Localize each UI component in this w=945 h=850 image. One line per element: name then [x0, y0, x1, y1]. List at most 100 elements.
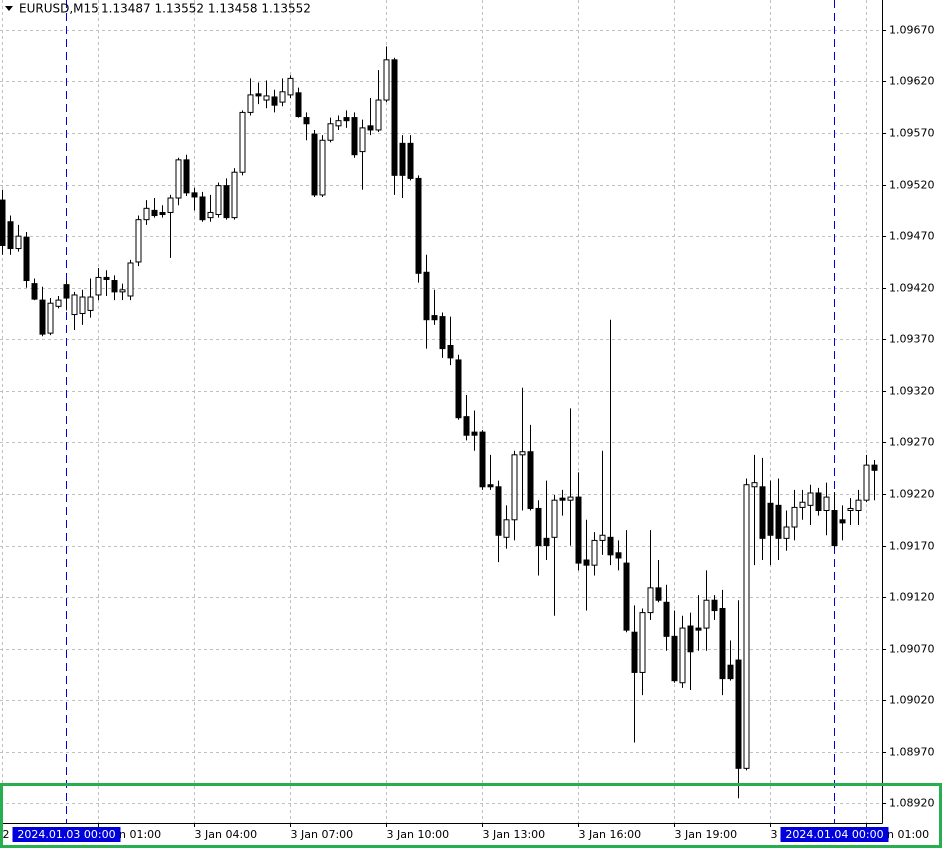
candle-body: [663, 601, 670, 637]
candle-body: [199, 196, 206, 221]
candle-body: [255, 93, 262, 97]
candle-body: [343, 117, 350, 122]
candle-body: [63, 284, 70, 299]
candle-body: [567, 496, 574, 501]
candle-body: [719, 607, 726, 680]
candle-body: [135, 219, 142, 263]
candle-body: [607, 536, 614, 556]
y-tick-label: 1.09570: [889, 127, 935, 140]
candle-body: [703, 599, 710, 629]
candle-body: [743, 484, 750, 769]
candle-body: [839, 519, 846, 524]
candle-body: [495, 486, 502, 536]
candle-body: [863, 464, 870, 501]
candle-body: [583, 559, 590, 566]
candle-body: [671, 635, 678, 682]
candle-body: [47, 302, 54, 334]
candle-body: [735, 659, 742, 769]
candle-body: [295, 92, 302, 118]
candle-body: [847, 507, 854, 512]
candle-body: [615, 552, 622, 559]
candle-body: [471, 431, 478, 436]
candle-body: [639, 612, 646, 673]
candle-body: [655, 587, 662, 601]
candle-body: [647, 587, 654, 614]
candle-body: [103, 276, 110, 280]
candle-body: [751, 482, 758, 488]
ohlc-header: 1.13487 1.13552 1.13458 1.13552: [101, 2, 311, 16]
candle-body: [711, 599, 718, 612]
candle-body: [431, 315, 438, 321]
candle-body: [247, 94, 254, 113]
candle-body: [503, 519, 510, 538]
candle-body: [351, 117, 358, 156]
candle-body: [551, 499, 558, 538]
symbol-menu-arrow[interactable]: [5, 6, 13, 11]
candle-body: [167, 197, 174, 213]
candle-body: [279, 91, 286, 103]
candle-body: [71, 294, 78, 316]
candle-body: [695, 627, 702, 631]
candle-body: [855, 499, 862, 512]
candle-body: [511, 454, 518, 521]
candle-body: [479, 431, 486, 488]
candle-body: [271, 96, 278, 106]
y-tick-label: 1.09670: [889, 24, 935, 37]
candle-body: [39, 299, 46, 335]
candle-body: [327, 123, 334, 141]
candle-body: [759, 486, 766, 539]
candle-body: [151, 209, 158, 217]
candle-body: [359, 127, 366, 153]
candle-body: [591, 539, 598, 566]
candle-body: [191, 192, 198, 198]
candle-body: [207, 211, 214, 219]
y-tick-label: 1.09520: [889, 179, 935, 192]
candle-body: [727, 664, 734, 680]
candle-body: [631, 631, 638, 673]
candle-body: [543, 537, 550, 547]
y-tick-label: 1.09020: [889, 694, 935, 707]
y-tick-label: 1.09170: [889, 540, 935, 553]
candle-body: [399, 142, 406, 176]
candle-body: [31, 283, 38, 300]
candle-body: [55, 299, 62, 307]
candle-body: [623, 562, 630, 631]
candle-body: [15, 235, 22, 250]
candle-body: [463, 416, 470, 436]
candle-body: [175, 159, 182, 199]
time-label: 2024.01.03 00:00: [17, 828, 115, 841]
candle-body: [287, 77, 294, 96]
candle-body: [215, 185, 222, 216]
candle-body: [87, 296, 94, 311]
candle-body: [447, 344, 454, 359]
time-label-box: [12, 827, 121, 842]
candle-body: [303, 117, 310, 125]
time-label: 2024.01.04 00:00: [785, 828, 883, 841]
candle-body: [783, 526, 790, 539]
candle-body: [111, 280, 118, 293]
x-tick-label: 3 Jan 07:00: [291, 828, 354, 841]
y-tick-label: 1.09370: [889, 333, 935, 346]
x-tick-label: 3 Jan 13:00: [483, 828, 546, 841]
candle-body: [143, 207, 150, 221]
candle-body: [239, 111, 246, 173]
candle-body: [263, 95, 270, 101]
candle-body: [487, 484, 494, 488]
y-tick-label: 1.09620: [889, 75, 935, 88]
y-tick-label: 1.09220: [889, 488, 935, 501]
x-tick-label: 3 Jan 10:00: [387, 828, 450, 841]
candles: [0, 46, 878, 799]
candle-body: [7, 221, 14, 250]
candle-body: [519, 451, 526, 456]
x-tick-label: 3 Jan 19:00: [675, 828, 738, 841]
candle-body: [159, 211, 166, 216]
axes: 1.09670 1.09620 1.09570 1.09520 1.09470 1.094…: [2, 24, 935, 842]
candle-body: [679, 627, 686, 684]
highlight-box: [0, 783, 942, 848]
candle-body: [383, 59, 390, 101]
candle-body: [127, 262, 134, 297]
y-tick-label: 1.08970: [889, 746, 935, 759]
candle-body: [367, 125, 374, 131]
